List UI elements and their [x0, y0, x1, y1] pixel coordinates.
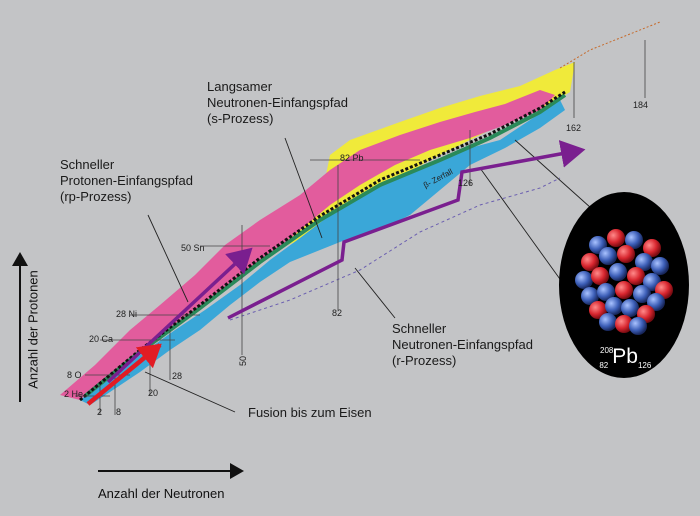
proton-ball	[615, 315, 633, 333]
pink-proton-rich-region	[60, 90, 555, 400]
mass-number: 208	[600, 346, 614, 355]
neutron-ball	[651, 257, 669, 275]
magic-number-gridlines	[75, 40, 646, 415]
magic-number-162: 162	[566, 123, 582, 133]
magic-number-8: 8	[116, 407, 122, 417]
r-process-path-arrow	[227, 140, 586, 320]
neutron-ball	[599, 247, 617, 265]
fusion-label: Fusion bis zum Eisen	[248, 405, 372, 420]
fusion-arrow	[86, 343, 162, 406]
neutron-ball	[597, 283, 615, 301]
element-symbol: Pb	[612, 345, 638, 368]
neutron-ball	[635, 253, 653, 271]
rp-process-path-arrow	[106, 247, 253, 384]
lead-nucleus-illustration	[559, 192, 689, 378]
x-axis-label: Anzahl der Neutronen	[98, 486, 225, 501]
magic-number-184: 184	[633, 100, 649, 110]
magic-number-82: 82	[332, 308, 343, 318]
element-label-pb: 82 Pb	[340, 153, 364, 163]
element-label-he: 2 He	[64, 389, 84, 399]
neutron-ball	[621, 299, 639, 317]
neutron-ball	[647, 293, 665, 311]
magic-number-2: 2	[97, 407, 103, 417]
r-process-label: Schneller Neutronen-Einfangspfad (r-Proz…	[392, 321, 533, 368]
neutron-ball	[599, 313, 617, 331]
magic-number-20: 20	[148, 388, 159, 398]
lead-208-label: 208 82 Pb126	[598, 345, 652, 370]
neutron-ball	[575, 271, 593, 289]
neutron-ball	[625, 231, 643, 249]
neutron-ball	[609, 263, 627, 281]
s-process-label: Langsamer Neutronen-Einfangspfad (s-Proz…	[207, 79, 348, 126]
neutron-ball	[629, 317, 647, 335]
magic-number-50: 50	[238, 355, 249, 367]
proton-ball	[607, 229, 625, 247]
element-label-ca: 20 Ca	[89, 334, 114, 344]
blue-neutron-rich-region	[80, 100, 565, 405]
proton-drip-line	[559, 21, 661, 69]
y-axis-label: Anzahl der Protonen	[25, 270, 41, 389]
proton-ball	[617, 245, 635, 263]
element-label-ni: 28 Ni	[116, 309, 138, 319]
neutron-drip-line	[229, 177, 561, 321]
magic-number-28: 28	[172, 371, 183, 381]
element-label-sn: 50 Sn	[181, 243, 205, 253]
rp-process-label: Schneller Protonen-Einfangspfad (rp-Proz…	[60, 157, 193, 204]
proton-ball	[627, 267, 645, 285]
neutron-ball	[605, 297, 623, 315]
proton-ball	[643, 239, 661, 257]
proton-ball	[581, 253, 599, 271]
neutron-number: 126	[637, 361, 652, 370]
element-label-o: 8 O	[67, 370, 82, 380]
neutron-ball	[581, 287, 599, 305]
neutron-ball	[633, 285, 651, 303]
stable-nuclei-valley	[79, 90, 566, 402]
proton-ball	[591, 267, 609, 285]
magic-number-126: 126	[458, 178, 474, 188]
proton-ball	[589, 301, 607, 319]
proton-ball	[615, 281, 633, 299]
proton-number: 82	[599, 361, 609, 370]
pointer-lines	[144, 137, 611, 413]
